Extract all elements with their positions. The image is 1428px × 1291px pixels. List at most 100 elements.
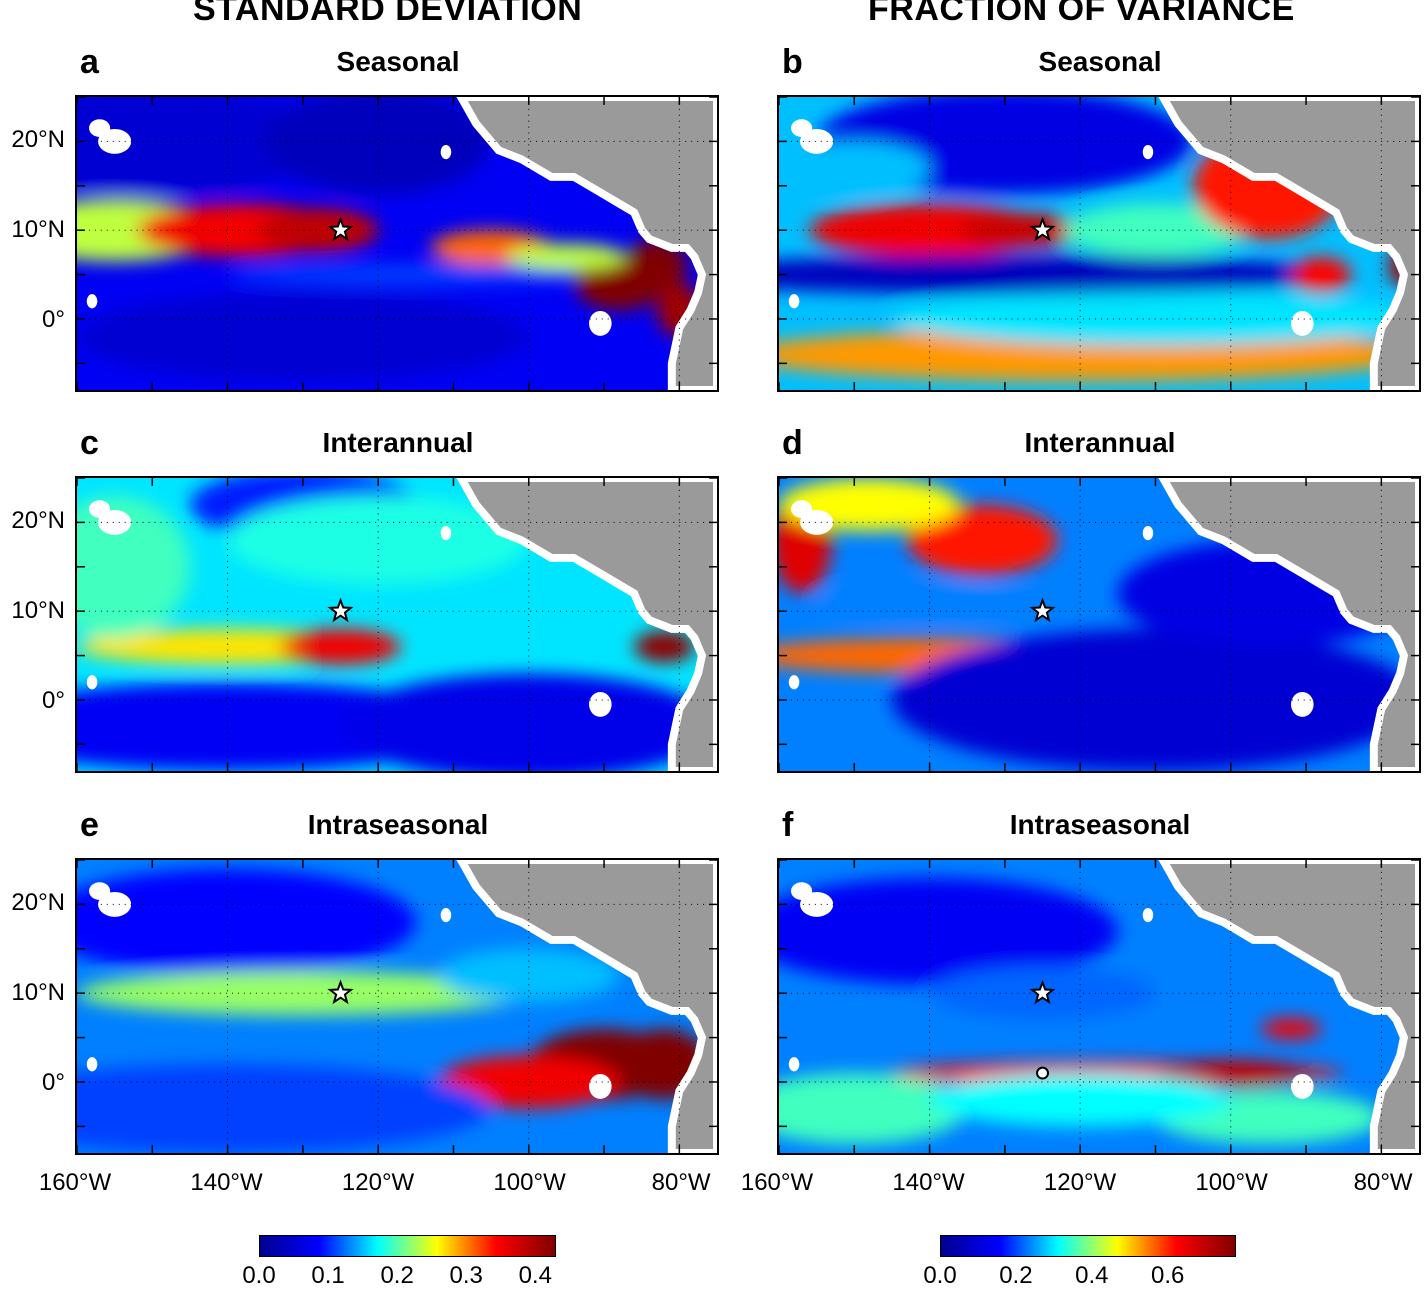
island-mask [589,691,612,717]
heatmap-blob [227,263,605,286]
heatmap-blob [227,495,529,585]
colorbar-left-tick-label: 0.4 [518,1262,552,1289]
panel-letter-e: e [80,806,99,844]
lon-label: 100°W [493,1169,566,1196]
star-marker [327,979,354,1005]
island-mask [440,525,452,541]
island-mask [1291,691,1314,717]
panel-title-b: Seasonal [1038,46,1162,77]
island-mask [89,882,111,900]
colorbar-right-tick-label: 0.0 [923,1262,957,1289]
lon-label: 120°W [341,1169,415,1196]
island-mask [800,891,834,917]
island-mask [1291,310,1314,336]
map-panel-c [75,476,719,773]
lon-label: 160°W [38,1169,112,1196]
circle-marker [1036,1066,1049,1080]
heatmap-blob [77,292,529,382]
heatmap-blob [265,97,492,195]
panel-title-a: Seasonal [336,46,460,77]
heatmap-blob [779,877,1118,985]
star-marker [1029,597,1056,623]
colorbar-right-tick-label: 0.4 [1075,1262,1109,1289]
heatmap-blob [779,1073,968,1145]
heatmap-blob [1155,1059,1307,1087]
island-mask [86,1057,98,1072]
island-mask [800,128,834,154]
heatmap-blob [634,630,695,663]
lat-label: 10°N [11,597,65,624]
island-mask [788,294,800,309]
panel-letter-f: f [782,806,794,844]
map-panel-f [777,858,1421,1155]
island-mask [788,675,800,690]
island-mask [86,675,98,690]
heatmap-field-d [779,478,1419,771]
lat-label: 0° [42,306,65,333]
lon-label: 140°W [190,1169,263,1196]
heatmap-blob [77,970,529,1016]
colorbar-right [940,1235,1236,1257]
colorbar-left [259,1235,556,1257]
lat-label: 10°N [11,979,65,1006]
heatmap-blob [626,239,687,293]
heatmap-blob [280,628,401,665]
heatmap-blob [1291,256,1352,293]
island-mask [791,882,813,900]
map-panel-a [75,95,719,392]
map-panel-d [777,476,1421,773]
star-marker [327,597,354,623]
island-mask [1142,907,1154,923]
island-mask [440,907,452,923]
heatmap-field-b [779,97,1419,390]
island-mask [98,891,132,917]
lat-label: 0° [42,687,65,714]
heatmap-blob [340,673,717,771]
panel-letter-c: c [80,424,99,462]
lon-label: 80°W [1353,1169,1413,1196]
lon-label: 140°W [892,1169,965,1196]
map-panel-e [75,858,719,1155]
heatmap-blob [77,868,416,976]
heatmap-field-f [779,860,1419,1153]
heatmap-field-a [77,97,717,390]
column-title-left: STANDARD DEVIATION [193,0,583,28]
panel-title-e: Intraseasonal [307,809,489,840]
heatmap-blob [506,243,627,271]
heatmap-blob [438,948,620,1003]
island-mask [440,144,452,160]
panel-letter-a: a [80,43,99,81]
star-marker [1029,979,1056,1005]
panel-title-f: Intraseasonal [1009,809,1191,840]
heatmap-blob [779,255,1344,295]
heatmap-blob [438,1055,620,1109]
panel-letter-d: d [782,424,803,462]
star-marker [327,216,354,242]
island-mask [98,128,132,154]
colorbar-left-tick-label: 0.3 [449,1262,483,1289]
colorbar-right-tick-label: 0.6 [1151,1262,1185,1289]
heatmap-blob [959,212,1081,248]
island-mask [89,119,111,137]
lat-label: 20°N [11,889,65,916]
panel-letter-b: b [782,43,803,81]
island-mask [788,1057,800,1072]
panel-title-d: Interannual [1024,427,1176,458]
heatmap-blob [1260,1018,1322,1040]
land-mask [456,97,717,390]
land-mask [456,478,717,771]
island-mask [791,500,813,518]
heatmap-blob [907,504,1058,576]
land-mask [1158,860,1419,1153]
island-mask [1142,144,1154,160]
star-marker [1029,216,1056,242]
island-mask [86,294,98,309]
heatmap-blob [257,207,379,253]
island-mask [589,310,612,336]
island-mask [1142,525,1154,541]
land-mask [456,860,717,1153]
lat-label: 20°N [11,507,65,534]
colorbar-left-tick-label: 0.1 [311,1262,345,1289]
map-panel-b [777,95,1421,392]
colorbar-left-tick-label: 0.2 [380,1262,414,1289]
